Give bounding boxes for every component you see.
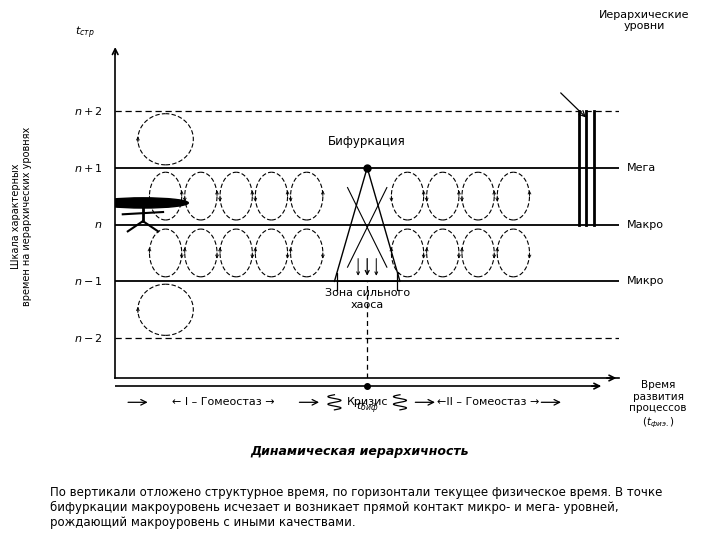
Text: Бифуркация: Бифуркация xyxy=(328,135,406,148)
Text: $n-2$: $n-2$ xyxy=(74,332,102,344)
Text: Время
развития
процессов
($t_{фиэ.}$): Время развития процессов ($t_{фиэ.}$) xyxy=(629,380,687,430)
Text: Макро: Макро xyxy=(626,220,664,229)
Text: ← I – Гомеостаз →: ← I – Гомеостаз → xyxy=(172,397,275,407)
Text: $n+1$: $n+1$ xyxy=(74,161,102,174)
Text: $n+2$: $n+2$ xyxy=(74,105,102,117)
Text: Зона сильного
хаоса: Зона сильного хаоса xyxy=(325,288,410,310)
Text: Мега: Мега xyxy=(626,163,656,173)
Text: ←II – Гомеостаз →: ←II – Гомеостаз → xyxy=(437,397,539,407)
Circle shape xyxy=(98,198,189,208)
Text: Шкала характерных
времен на иерархических уровнях: Шкала характерных времен на иерархически… xyxy=(11,126,32,306)
Text: Микро: Микро xyxy=(626,276,664,286)
Text: Кризис: Кризис xyxy=(346,397,388,407)
Text: Динамическая иерархичность: Динамическая иерархичность xyxy=(251,446,469,458)
Text: $t_{биф}$: $t_{биф}$ xyxy=(356,400,379,416)
Text: $n$: $n$ xyxy=(94,220,102,229)
Text: Иерархические
уровни: Иерархические уровни xyxy=(599,10,690,31)
Text: По вертикали отложено структурное время, по горизонтали текущее физическое время: По вертикали отложено структурное время,… xyxy=(50,486,663,529)
Text: $n-1$: $n-1$ xyxy=(74,275,102,287)
Text: $t_{стр}$: $t_{стр}$ xyxy=(76,25,95,41)
